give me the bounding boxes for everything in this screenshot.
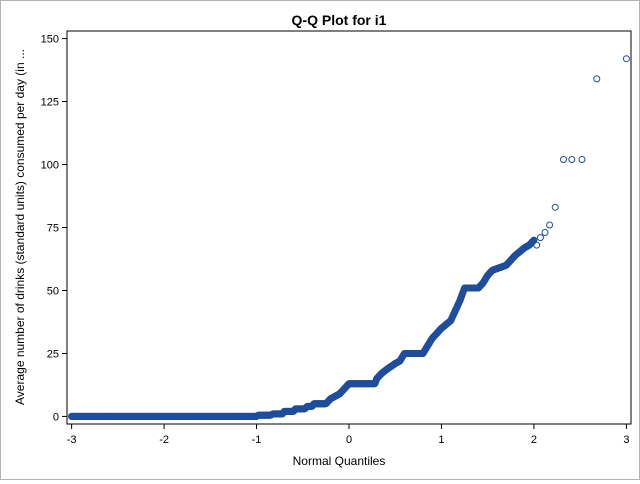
data-point: [551, 203, 559, 211]
data-point: [122, 412, 130, 420]
data-point: [202, 412, 210, 420]
data-point: [211, 412, 219, 420]
data-point: [192, 412, 200, 420]
y-axis: 0 25 50 75 100 125 150: [41, 34, 67, 423]
data-point: [68, 412, 76, 420]
y-tick-label: 125: [41, 97, 59, 109]
data-point: [541, 229, 549, 236]
data-point: [225, 412, 233, 420]
data-point: [197, 412, 205, 420]
x-axis-label: Normal Quantiles: [293, 454, 386, 468]
x-tick-label: 1: [438, 434, 444, 446]
x-tick-label: 2: [531, 434, 537, 446]
y-tick-label: 50: [47, 285, 59, 297]
data-points: [68, 55, 630, 420]
data-point: [216, 412, 224, 420]
data-point: [220, 412, 228, 420]
data-point: [206, 412, 214, 420]
y-tick-label: 0: [53, 411, 59, 423]
y-tick-label: 25: [47, 348, 59, 360]
chart-title: Q-Q Plot for i1: [292, 12, 387, 28]
data-point: [560, 156, 567, 163]
data-point: [179, 412, 187, 420]
data-point: [568, 156, 576, 163]
data-point: [622, 55, 630, 63]
x-tick-label: 0: [346, 434, 352, 446]
data-point: [160, 412, 168, 420]
data-point: [169, 412, 177, 420]
data-point: [536, 234, 544, 242]
data-point: [533, 241, 541, 249]
data-point: [97, 412, 105, 420]
data-point: [165, 412, 173, 420]
x-tick-label: -3: [67, 434, 77, 446]
x-tick-label: -1: [252, 434, 262, 446]
data-point: [593, 75, 601, 83]
plot-frame: [66, 30, 632, 425]
y-axis-label: Average number of drinks (standard units…: [13, 49, 27, 405]
x-tick-label: -2: [159, 434, 169, 446]
data-point: [174, 412, 182, 420]
y-tick-label: 150: [41, 34, 59, 46]
x-tick-label: 3: [623, 434, 629, 446]
y-tick-label: 100: [41, 160, 59, 172]
plot-area: [66, 30, 632, 425]
x-axis: -3 -2 -1 0 1 2 3: [67, 424, 629, 446]
data-point: [188, 412, 196, 420]
data-point: [578, 156, 586, 163]
data-point: [112, 412, 120, 420]
y-tick-label: 75: [47, 223, 59, 235]
data-point: [183, 412, 191, 420]
data-point: [546, 221, 554, 229]
